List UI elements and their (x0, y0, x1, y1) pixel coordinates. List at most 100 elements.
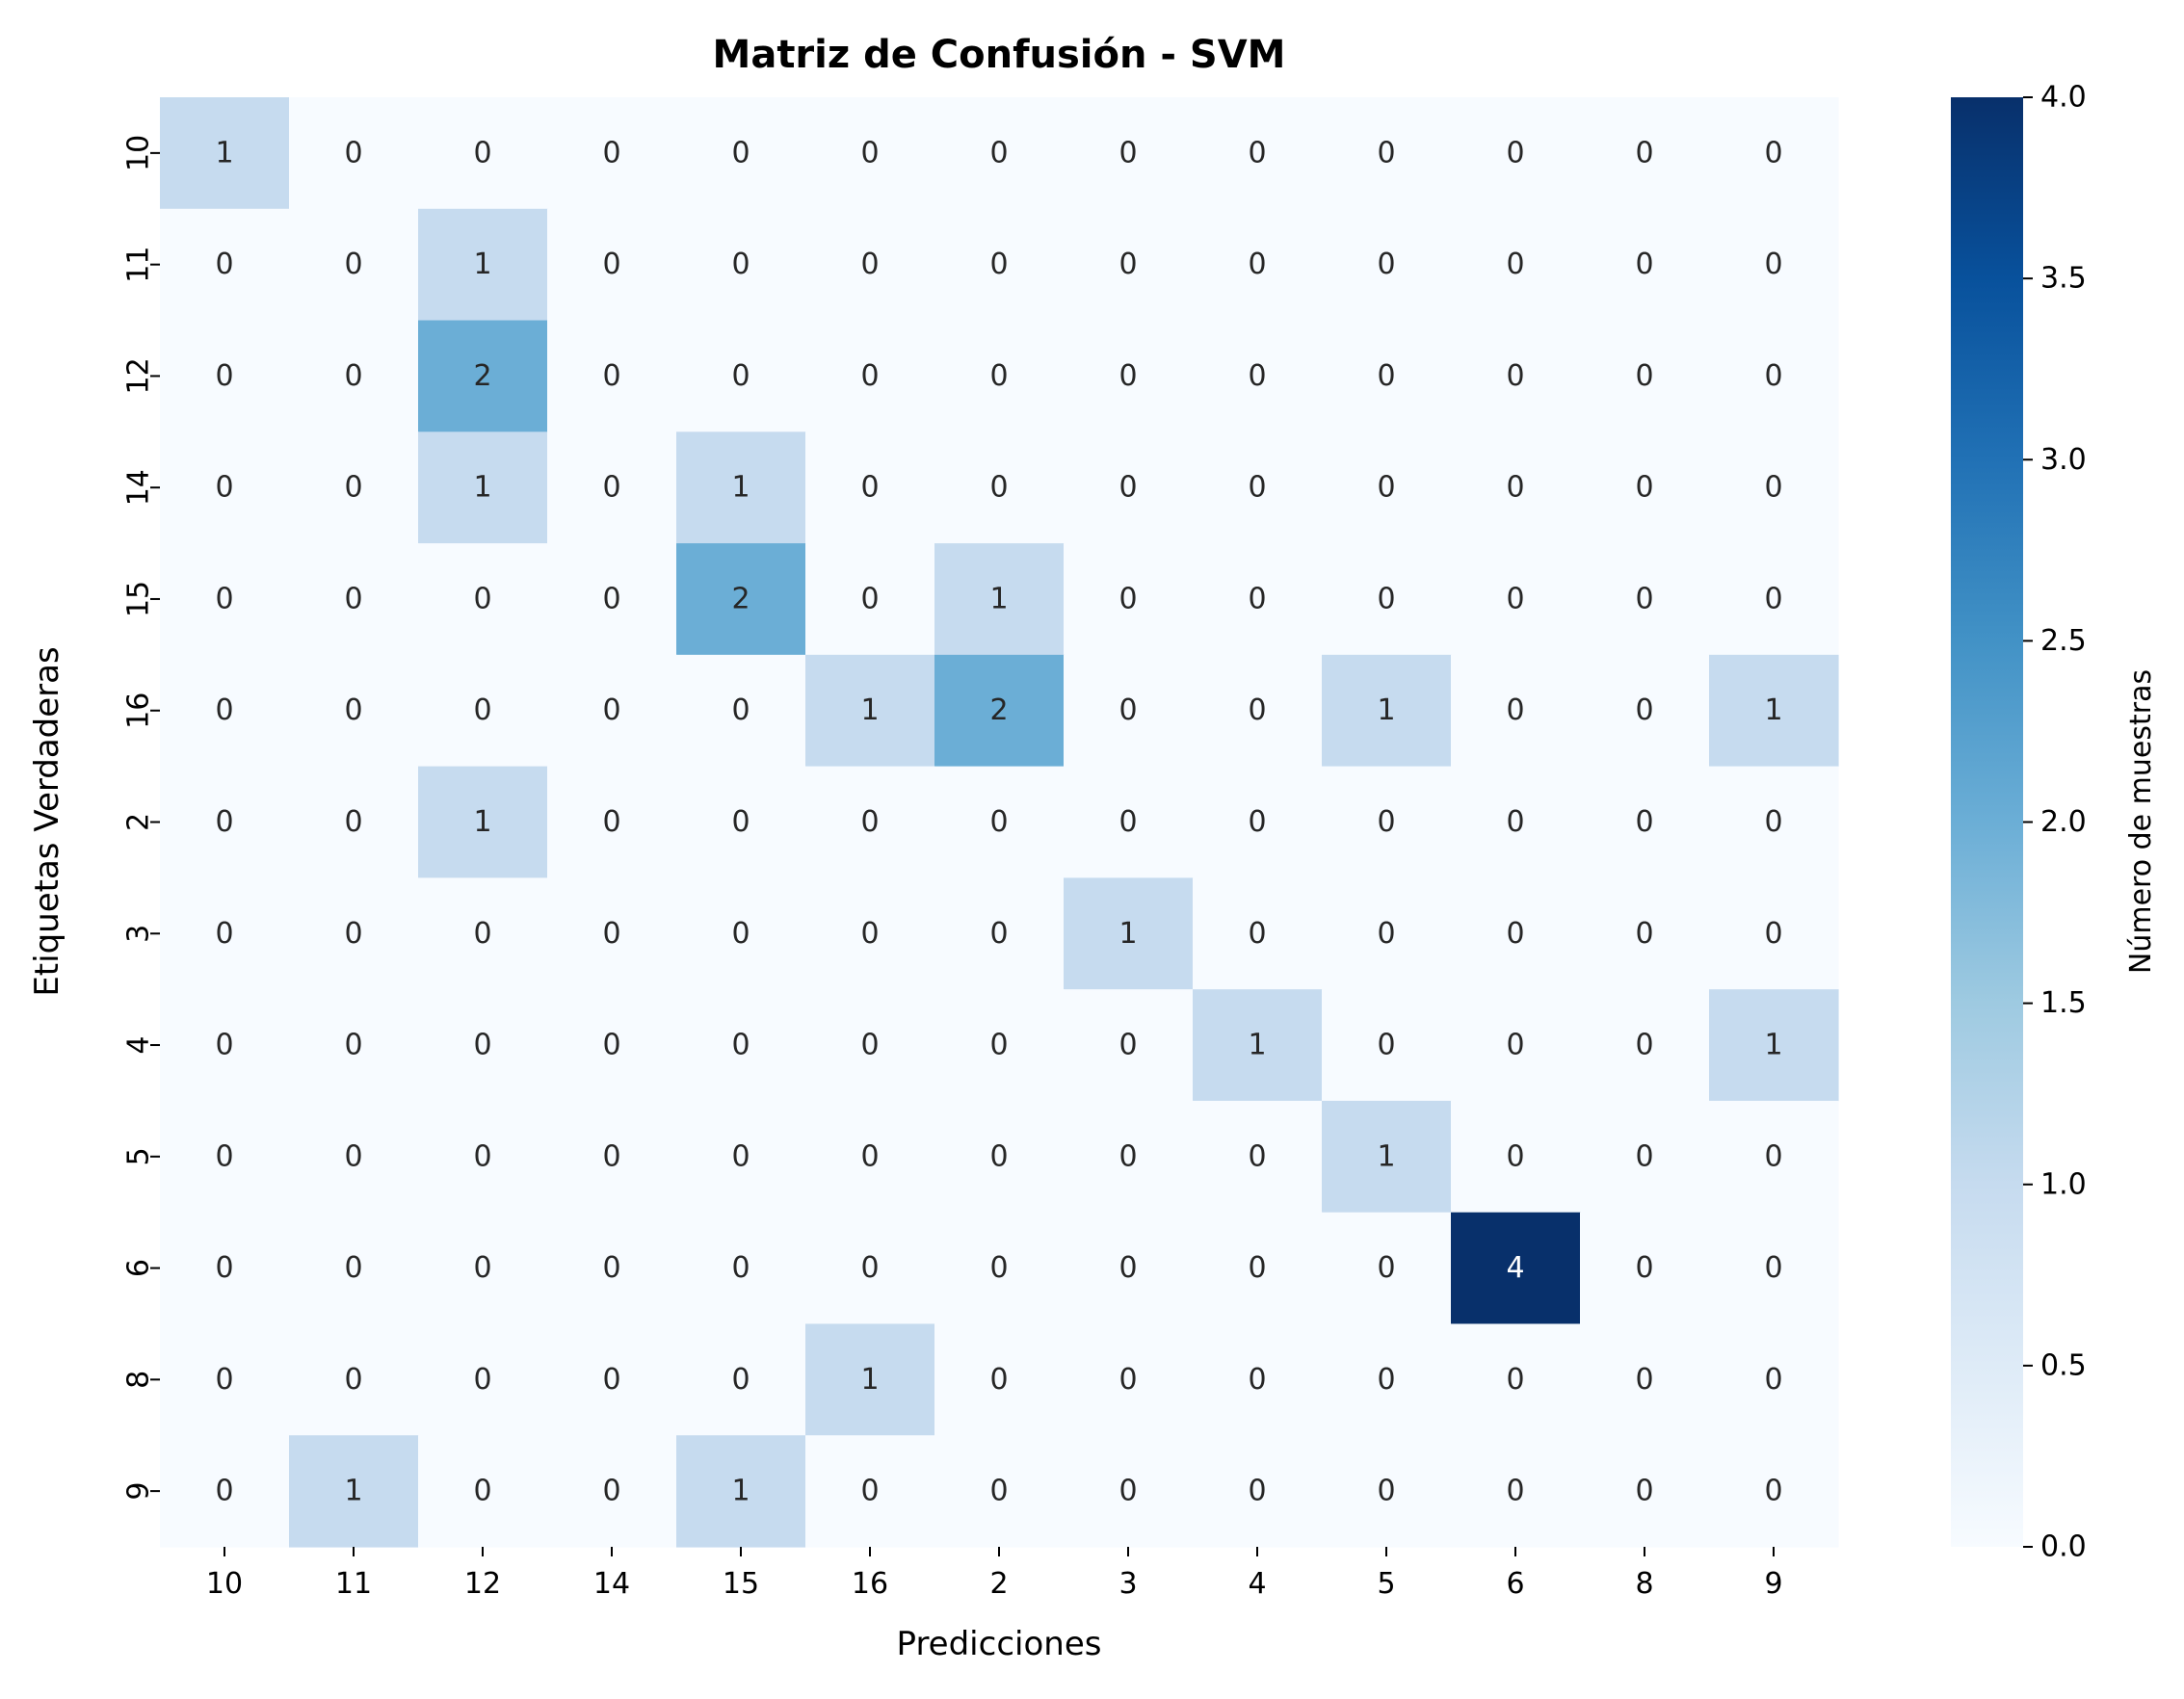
cell-value-label: 0 (1377, 1029, 1395, 1062)
cell-value-label: 0 (602, 582, 620, 615)
cell-value-label: 0 (1506, 582, 1524, 615)
heatmap-cell (1580, 320, 1710, 432)
heatmap-cell (1193, 208, 1323, 322)
heatmap-cell (160, 97, 290, 210)
cell-value-label: 0 (1248, 471, 1266, 505)
cell-value-label: 0 (1118, 1251, 1137, 1285)
heatmap-cell (1451, 654, 1581, 768)
heatmap-cell (1064, 431, 1194, 544)
y-tick-label: 10 (122, 135, 156, 171)
cell-value-label: 0 (989, 359, 1008, 393)
heatmap-cell (1322, 320, 1452, 432)
y-tick-label: 4 (122, 1035, 156, 1054)
heatmap-cell (289, 208, 419, 322)
cell-value-label: 0 (1118, 359, 1137, 393)
cell-value-label: 0 (989, 1139, 1008, 1173)
x-tick-label: 9 (1764, 1567, 1782, 1601)
cell-value-label: 0 (1248, 1475, 1266, 1508)
cell-value-label: 0 (1764, 917, 1782, 951)
cell-value-label: 0 (989, 917, 1008, 951)
heatmap-cell (160, 1212, 290, 1325)
y-axis-label: Etiquetas Verdaderas (28, 646, 66, 996)
cell-value-label: 0 (1506, 917, 1524, 951)
cell-value-label: 0 (1506, 248, 1524, 281)
heatmap-cell (1709, 877, 1839, 990)
cell-value-label: 0 (1635, 471, 1653, 505)
cell-value-label: 0 (344, 693, 362, 727)
heatmap-cell (160, 320, 290, 432)
cell-value-label: 1 (860, 693, 879, 727)
heatmap-cell (547, 97, 677, 210)
heatmap-cell (160, 208, 290, 322)
heatmap-cell (418, 1212, 548, 1325)
cell-value-label: 1 (1764, 1029, 1782, 1062)
cell-value-label: 0 (473, 693, 491, 727)
cell-value-label: 0 (731, 1139, 750, 1173)
cell-value-label: 0 (1377, 805, 1395, 839)
heatmap-cell (160, 543, 290, 656)
cell-value-label: 0 (731, 1251, 750, 1285)
cell-value-label: 0 (344, 1139, 362, 1173)
y-tick-label: 12 (122, 357, 156, 394)
cell-value-label: 0 (344, 1363, 362, 1397)
cell-value-label: 0 (1635, 805, 1653, 839)
cell-value-label: 0 (1248, 917, 1266, 951)
x-tick-label: 15 (723, 1567, 759, 1601)
cell-value-label: 0 (1248, 582, 1266, 615)
cell-value-label: 0 (344, 582, 362, 615)
cell-value-label: 0 (215, 917, 233, 951)
heatmap-cell (676, 877, 806, 990)
y-tick-label: 9 (122, 1482, 156, 1501)
heatmap-cell (1709, 97, 1839, 210)
heatmap-cell (418, 766, 548, 878)
cell-value-label: 2 (731, 582, 750, 615)
heatmap-cell (676, 1323, 806, 1436)
cell-value-label: 0 (989, 248, 1008, 281)
colorbar-tick-label: 1.5 (2040, 986, 2087, 1020)
heatmap-cell (1322, 989, 1452, 1102)
cell-value-label: 0 (731, 359, 750, 393)
cell-value-label: 0 (860, 136, 879, 170)
heatmap-cell (1064, 1435, 1194, 1548)
heatmap-cell (547, 766, 677, 878)
heatmap-cell (934, 989, 1065, 1102)
heatmap-cell (418, 431, 548, 544)
heatmap-cell (1580, 97, 1710, 210)
heatmap-cell (418, 1323, 548, 1436)
heatmap-cell (418, 208, 548, 322)
heatmap-cell (676, 989, 806, 1102)
heatmap-cell (676, 654, 806, 768)
heatmap-cell (547, 1100, 677, 1214)
heatmap-cell (289, 766, 419, 878)
colorbar-tick-label: 3.5 (2040, 262, 2087, 296)
cell-value-label: 0 (989, 805, 1008, 839)
x-tick-label: 3 (1118, 1567, 1137, 1601)
cell-value-label: 0 (860, 917, 879, 951)
cell-value-label: 0 (860, 1029, 879, 1062)
heatmap-cell (160, 877, 290, 990)
y-tick-label: 11 (122, 247, 156, 283)
heatmap-cell (547, 320, 677, 432)
heatmap-cell (1322, 431, 1452, 544)
heatmap-cell (1322, 766, 1452, 878)
heatmap-cell (418, 989, 548, 1102)
x-tick-label: 4 (1248, 1567, 1266, 1601)
heatmap-cell (805, 766, 935, 878)
heatmap-cell (1193, 1100, 1323, 1214)
cell-value-label: 0 (1118, 1139, 1137, 1173)
cell-value-label: 0 (1506, 359, 1524, 393)
heatmap-cell (289, 1212, 419, 1325)
x-tick-label: 6 (1506, 1567, 1524, 1601)
cell-value-label: 0 (215, 1475, 233, 1508)
x-tick-label: 14 (593, 1567, 630, 1601)
cell-value-label: 0 (602, 471, 620, 505)
heatmap-cell (1193, 877, 1323, 990)
cell-value-label: 0 (344, 917, 362, 951)
cell-value-label: 0 (602, 1251, 620, 1285)
colorbar-tick-label: 2.5 (2040, 624, 2087, 658)
heatmap-cell (676, 1212, 806, 1325)
cell-value-label: 0 (1764, 471, 1782, 505)
heatmap-cell (547, 1435, 677, 1548)
cell-value-label: 0 (1118, 582, 1137, 615)
heatmap-cell (160, 1323, 290, 1436)
